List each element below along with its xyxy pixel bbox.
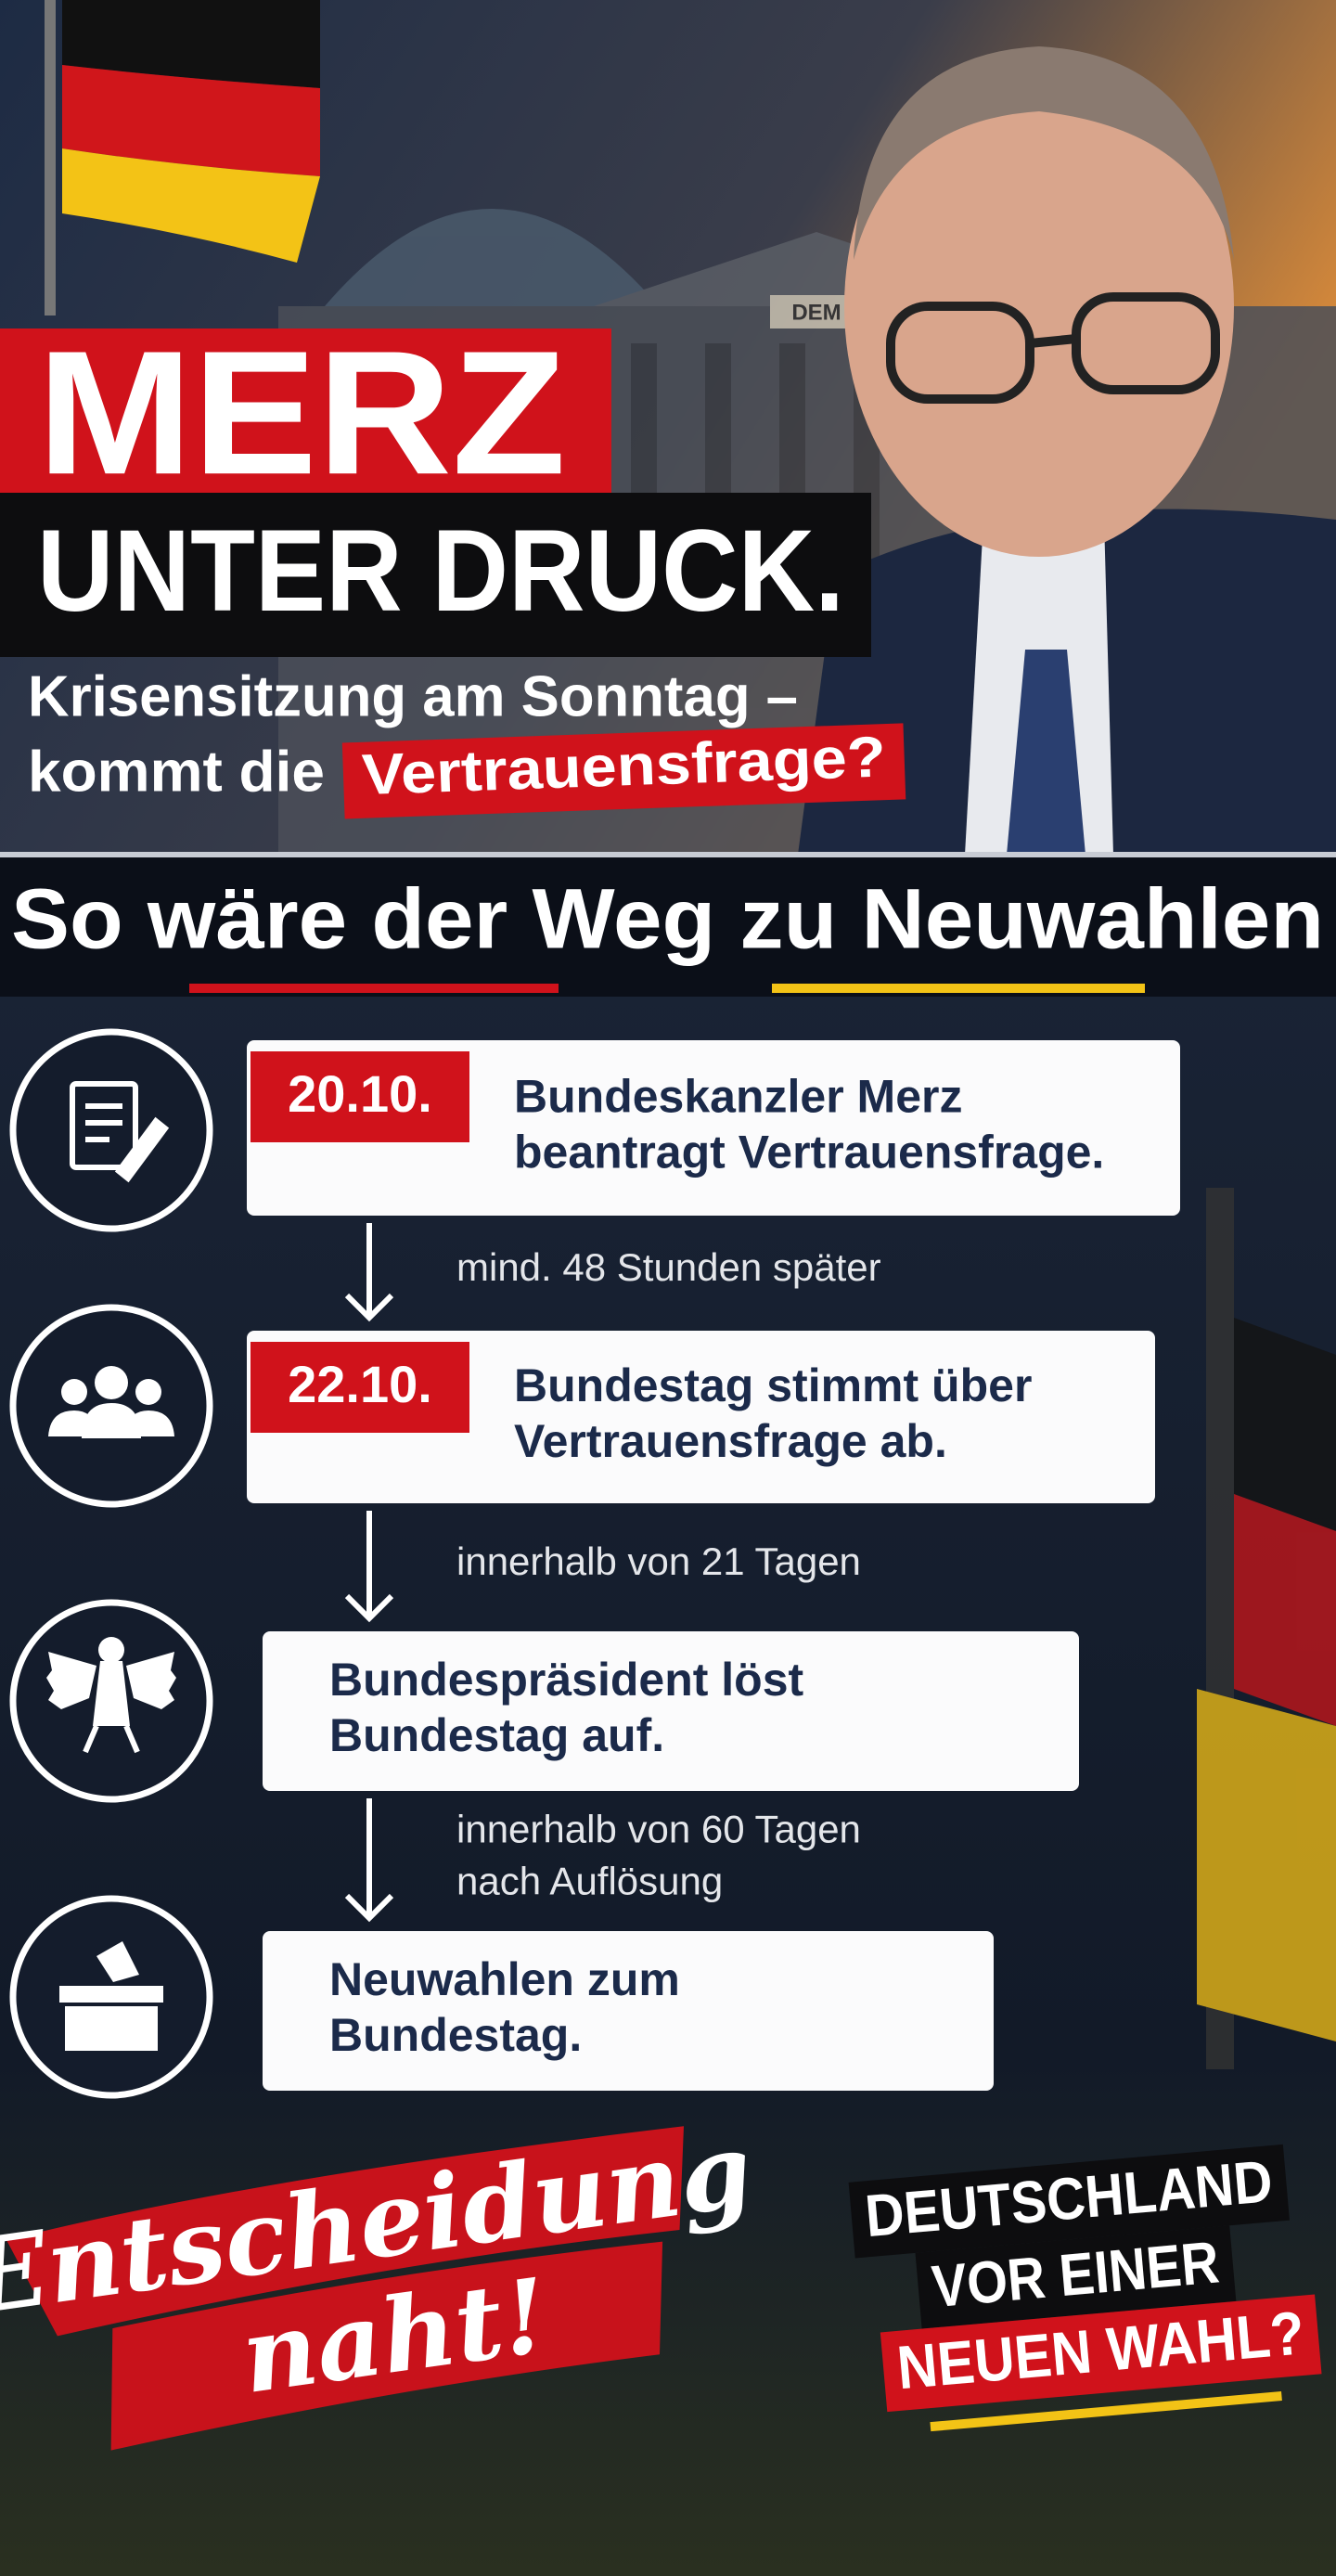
connector-text: mind. 48 Stunden später [456, 1245, 881, 1289]
step-text: Bundestag. [329, 2009, 582, 2061]
question-box [848, 2144, 1290, 2259]
background-flag [1197, 1188, 1336, 2069]
question-highlight-box [880, 2294, 1322, 2413]
underline-red [189, 984, 559, 993]
divider [0, 852, 1336, 857]
connector-text: innerhalb von 60 Tagen [456, 1808, 861, 1851]
step-date: 20.10. [288, 1064, 432, 1123]
portrait [798, 46, 1336, 855]
title-box [0, 328, 611, 509]
title-line2-box [0, 493, 871, 657]
slogan-brush [6, 2126, 685, 2451]
step-text: Bundeskanzler Merz [514, 1071, 962, 1123]
question-box [915, 2225, 1237, 2329]
section-title-band [0, 857, 1336, 997]
step-date: 22.10. [288, 1355, 432, 1413]
flag [45, 0, 320, 316]
connector-text: nach Auflösung [456, 1860, 723, 1903]
step-text: Vertrauensfrage ab. [514, 1415, 947, 1467]
question-group: DEUTSCHLAND VOR EINER NEUEN WAHL? [848, 2144, 1322, 2432]
subtitle: Krisensitzung am Sonntag – [28, 664, 798, 728]
highlight-box [341, 723, 906, 819]
title: MERZ [37, 315, 566, 511]
eagle-icon [46, 1637, 176, 1754]
step-box [247, 1331, 1155, 1503]
date-badge [250, 1342, 469, 1433]
step-text: Bundestag stimmt über [514, 1359, 1032, 1411]
title-line2: UNTER DRUCK. [37, 507, 844, 636]
ballot-box-icon [59, 1941, 163, 2051]
date-badge [250, 1051, 469, 1142]
step-text: Bundespräsident löst [329, 1654, 804, 1706]
underline-gold [772, 984, 1145, 993]
connector-arrow [344, 1798, 394, 1923]
connector-text: innerhalb von 21 Tagen [456, 1539, 861, 1583]
building-sign: DEM [791, 300, 841, 325]
connector-arrow [344, 1511, 394, 1623]
step-box [263, 1931, 994, 2091]
step-text: Neuwahlen zum [329, 1953, 680, 2005]
step-box [247, 1040, 1180, 1216]
document-icon [70, 1081, 170, 1183]
step-text: Bundestag auf. [329, 1709, 664, 1761]
question-underline [930, 2391, 1282, 2432]
connector-arrow [344, 1223, 394, 1322]
section-title: So wäre der Weg zu Neuwahlen [11, 871, 1324, 966]
people-icon [48, 1366, 174, 1438]
subtitle: kommt die [28, 740, 325, 804]
step-text: beantragt Vertrauensfrage. [514, 1127, 1104, 1179]
step-box [263, 1631, 1079, 1791]
